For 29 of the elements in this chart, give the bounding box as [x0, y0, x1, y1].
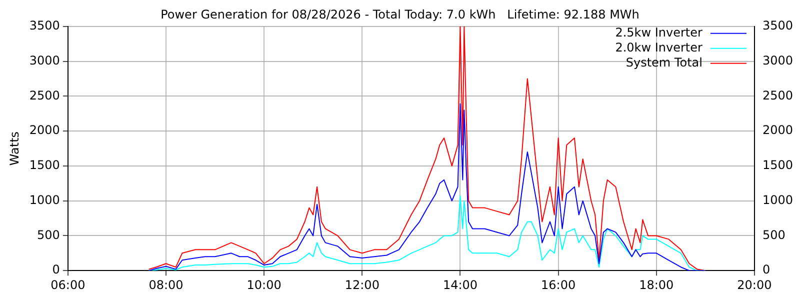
- y2-tick-label: 500: [762, 228, 786, 242]
- x-tick-label: 18:00: [639, 278, 674, 292]
- legend-label: System Total: [626, 56, 702, 70]
- legend-label: 2.5kw Inverter: [615, 26, 703, 40]
- y-tick-label: 2000: [29, 123, 60, 138]
- y2-tick-label: 1000: [762, 192, 794, 207]
- y2-tick-label: 0: [762, 262, 770, 277]
- chart-title: Power Generation for 08/28/2026 - Total Today: 7.0 kWh Lifetime: 92.188 MWh: [160, 7, 640, 22]
- y-tick-label: 3500: [29, 18, 60, 33]
- y-tick-label: 1500: [29, 158, 60, 172]
- x-tick-label: 06:00: [50, 278, 86, 292]
- y2-tick-label: 1500: [762, 158, 794, 172]
- y-tick-label: 2500: [29, 88, 60, 102]
- y2-tick-label: 3000: [762, 53, 794, 68]
- y2-tick-label: 2000: [762, 123, 794, 138]
- legend-label: 2.0kw Inverter: [615, 40, 703, 55]
- x-tick-label: 12:00: [344, 278, 380, 292]
- x-tick-label: 10:00: [246, 278, 282, 292]
- y-tick-label: 0: [52, 262, 60, 277]
- x-tick-label: 20:00: [737, 278, 772, 292]
- y-tick-label: 500: [37, 228, 60, 242]
- y2-tick-label: 3500: [762, 18, 794, 33]
- y-tick-label: 1000: [29, 192, 60, 207]
- y-axis-title: Watts: [7, 131, 22, 166]
- x-tick-label: 14:00: [442, 278, 478, 292]
- y-tick-label: 3000: [29, 53, 60, 68]
- x-tick-label: 08:00: [148, 278, 184, 292]
- x-tick-label: 16:00: [541, 278, 576, 292]
- y2-tick-label: 2500: [762, 88, 794, 102]
